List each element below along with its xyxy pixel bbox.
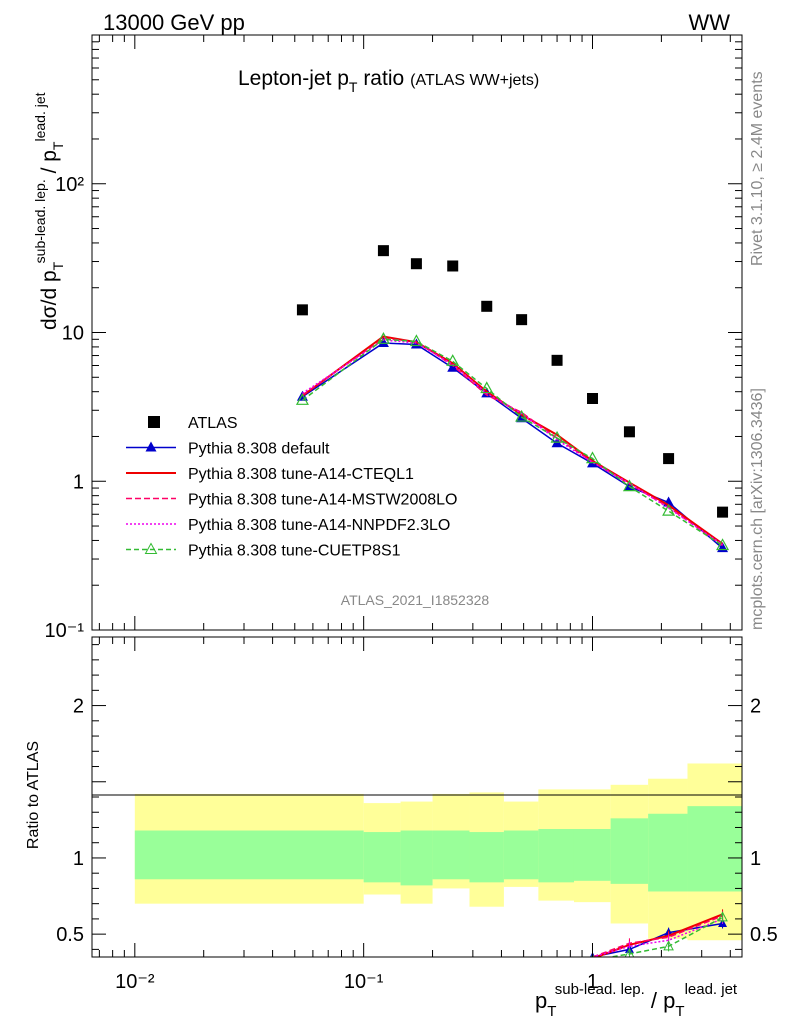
green-band [363, 832, 401, 883]
cuetp8s1-point [515, 409, 529, 422]
green-band [648, 813, 688, 892]
ratio-y-tick-label: 0.5 [56, 924, 84, 946]
main-ticks: 10⁻¹ 1 10 10² [45, 35, 742, 642]
atlas-point [296, 304, 308, 316]
x-axis-label: pTsub-lead. lep. / pTlead. jet [535, 981, 738, 1020]
ratio-y-tick-label-right: 1 [750, 848, 761, 870]
atlas-point [377, 245, 389, 257]
ratio-y-tick-label-right: 2 [750, 696, 761, 718]
main-series [295, 245, 730, 553]
cuetp8s1-point [550, 430, 564, 443]
header-left: 13000 GeV pp [103, 10, 245, 35]
ratio-y-tick-label: 2 [73, 696, 84, 718]
legend-label: Pythia 8.308 default [188, 441, 330, 458]
ratio-frame [91, 636, 743, 958]
header-right: WW [688, 10, 730, 35]
ratio-point [717, 911, 728, 922]
ratio-y-tick-label: 1 [73, 848, 84, 870]
rivet-label: Rivet 3.1.10, ≥ 2.4M events [749, 71, 766, 266]
cuetp8s1-point [662, 503, 676, 516]
legend-label: Pythia 8.308 tune-A14-CTEQL1 [188, 466, 414, 483]
cuetp8s1-point [716, 538, 730, 551]
cuetp8s1-point [409, 334, 423, 347]
ratio-point [553, 958, 562, 967]
green-band [610, 818, 649, 884]
atlas-point [447, 260, 459, 272]
x-tick-label: 10⁻² [115, 971, 155, 993]
atlas-point [551, 354, 563, 366]
main-y-label: dσ/d pTsub-lead. lep. / pTlead. jet [32, 92, 66, 330]
atlas-point [410, 258, 422, 270]
atlas-point [663, 453, 675, 465]
ratio-point [624, 947, 635, 957]
atlas-point [587, 393, 599, 404]
ratio-series-clipped [553, 909, 728, 972]
default-point [447, 361, 459, 372]
legend-label: Pythia 8.308 tune-A14-NNPDF2.3LO [188, 517, 450, 534]
green-band [134, 830, 364, 880]
default-point [377, 336, 389, 347]
analysis-id: ATLAS_2021_I1852328 [341, 592, 490, 608]
cuetp8s1-point [622, 479, 636, 492]
green-band [400, 830, 433, 886]
green-band [469, 832, 504, 883]
legend-label: Pythia 8.308 tune-A14-MSTW2008LO [188, 492, 457, 509]
cuetp8s1-point [295, 393, 309, 405]
main-y-tick-label: 10² [55, 174, 84, 196]
chart-title: Lepton-jet pT ratio (ATLAS WW+jets) [238, 67, 539, 95]
atlas-point [516, 314, 528, 326]
ratio-bands [134, 763, 742, 941]
atlas-point [623, 426, 635, 438]
cuetp8s1-point [446, 354, 460, 366]
x-tick-label: 10⁻¹ [344, 971, 384, 993]
green-band [573, 829, 611, 881]
green-band [538, 829, 574, 883]
main-y-tick-label: 10 [62, 323, 84, 345]
main-frame [91, 34, 743, 631]
green-band [503, 830, 539, 880]
ratio-y-label: Ratio to ATLAS [25, 741, 42, 849]
series-line [301, 338, 723, 547]
legend-marker [144, 542, 158, 554]
cuetp8s1-point [376, 332, 390, 344]
ratio-point [553, 963, 562, 972]
mcplots-label: mcplots.cern.ch [arXiv:1306.3436] [749, 388, 766, 630]
legend-marker [145, 441, 157, 452]
cuetp8s1-point [480, 381, 494, 394]
cuetp8s1-point [585, 451, 600, 464]
ratio-y-tick-label-right: 0.5 [750, 924, 778, 946]
legend-label: Pythia 8.308 tune-CUETP8S1 [188, 543, 401, 560]
atlas-point [717, 506, 729, 518]
legend-label: ATLAS [188, 415, 238, 432]
series-line [301, 335, 724, 545]
ratio-point [663, 940, 674, 951]
x-tick-label: 1 [587, 971, 598, 993]
series-line [301, 337, 723, 547]
green-band [432, 830, 470, 880]
ratio-series-line [588, 918, 723, 957]
ratio-series [553, 909, 728, 972]
atlas-point [481, 300, 493, 312]
legend-marker [148, 416, 160, 428]
green-band [687, 806, 742, 892]
main-y-tick-label: 1 [73, 471, 84, 493]
legend: ATLAS Pythia 8.308 default Pythia 8.308 tu… [126, 415, 457, 560]
main-y-tick-label: 10⁻¹ [45, 620, 85, 642]
series-line [302, 339, 723, 546]
ratio-ticks: 10⁻² 10⁻¹ 1 0.5 0.5 1 1 2 2 [56, 637, 778, 993]
